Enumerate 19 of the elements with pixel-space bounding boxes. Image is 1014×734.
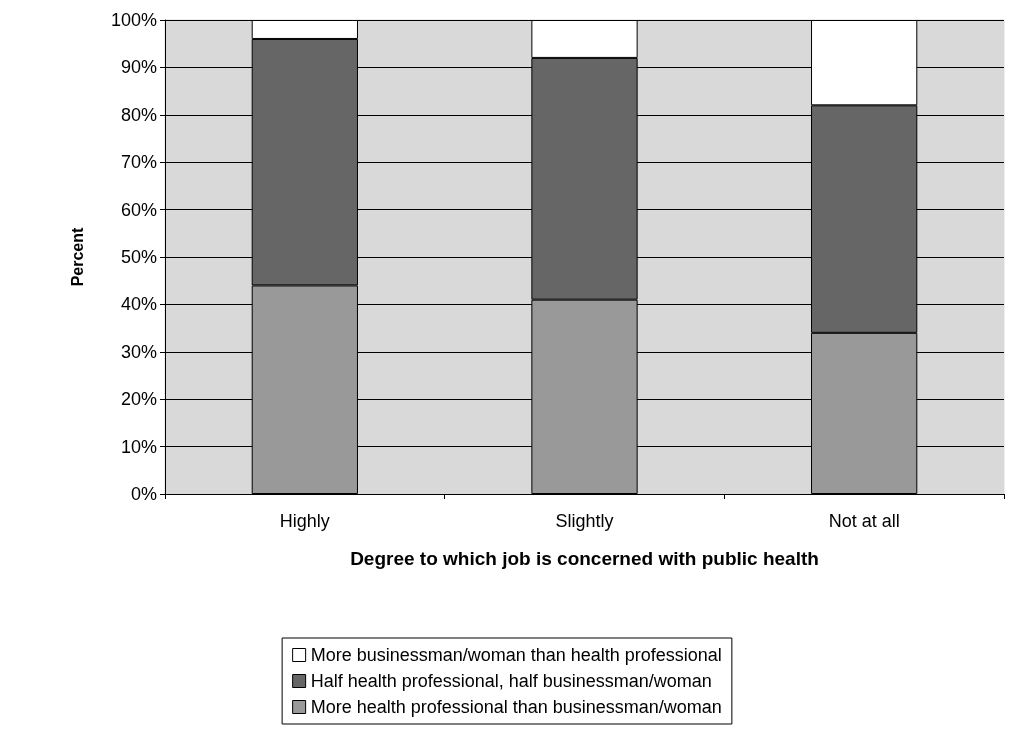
- y-tick-label: 100%: [110, 10, 157, 30]
- y-tick-label: 40%: [120, 294, 157, 315]
- y-tick-label: 90%: [120, 57, 157, 78]
- y-tick-label: 0%: [130, 484, 157, 504]
- y-tick-label: 10%: [120, 436, 157, 457]
- x-tick-label: Highly: [279, 511, 330, 531]
- y-tick-label: 70%: [120, 152, 157, 173]
- y-tick-label: 30%: [120, 341, 157, 362]
- x-tick-label: Not at all: [828, 511, 900, 531]
- x-tick-label: Slightly: [555, 511, 614, 531]
- legend-label: More businessman/woman than health professional: [310, 645, 722, 665]
- y-tick-label: 20%: [120, 389, 157, 410]
- y-tick-label: 60%: [120, 199, 157, 220]
- legend-label: Half health professional, half businessman/woman: [310, 671, 712, 691]
- y-tick-label: 50%: [120, 247, 157, 267]
- y-axis-title: Percent: [68, 226, 86, 287]
- legend-label: More health professional than businessman/woman: [310, 697, 722, 717]
- y-tick-label: 80%: [120, 104, 157, 125]
- x-axis-title: Degree to which job is concerned with public health: [350, 548, 819, 569]
